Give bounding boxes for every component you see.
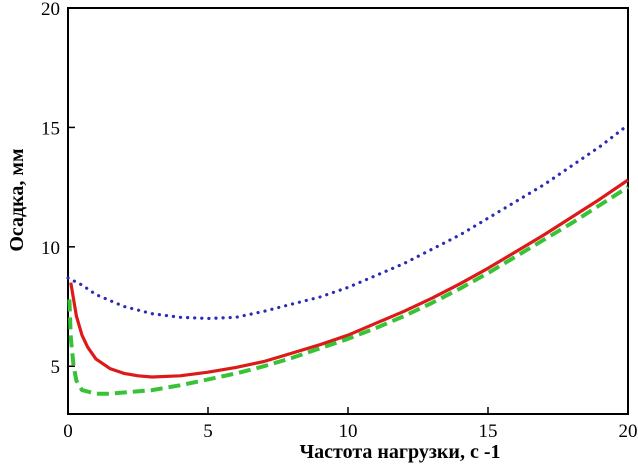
x-tick-label: 10 <box>339 421 358 442</box>
series-layer <box>66 123 630 396</box>
y-tick-label: 20 <box>41 0 60 20</box>
x-tick-label: 20 <box>619 421 638 442</box>
series-line-3-dashed <box>67 185 630 396</box>
axis-ticks: 0 5 10 15 20 5 10 15 20 <box>41 0 638 442</box>
y-tick-label: 5 <box>51 357 61 378</box>
x-tick-label: 5 <box>203 421 213 442</box>
x-tick-label: 15 <box>479 421 498 442</box>
series-line-1-dotted <box>66 123 630 321</box>
x-tick-label: 0 <box>63 421 73 442</box>
y-axis-label: Осадка, мм <box>6 148 28 251</box>
x-axis-label: Частота нагрузки, с -1 <box>299 441 500 463</box>
y-tick-label: 15 <box>41 118 60 139</box>
series-line-2-solid <box>69 178 629 379</box>
plot-frame <box>67 7 629 415</box>
y-tick-label: 10 <box>41 238 60 259</box>
